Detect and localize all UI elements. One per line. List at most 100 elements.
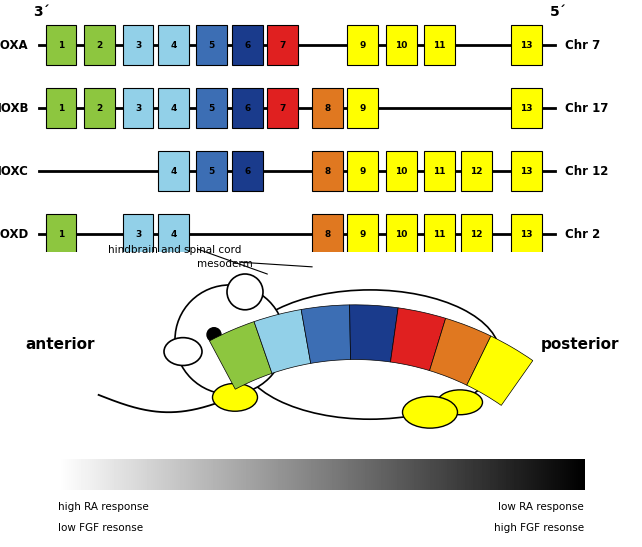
FancyBboxPatch shape xyxy=(158,25,189,66)
Text: 4: 4 xyxy=(170,167,177,176)
Wedge shape xyxy=(350,305,398,362)
FancyBboxPatch shape xyxy=(196,25,227,66)
FancyBboxPatch shape xyxy=(232,25,263,66)
Text: 9: 9 xyxy=(360,104,366,113)
Text: 4: 4 xyxy=(170,230,177,238)
FancyBboxPatch shape xyxy=(123,214,153,254)
Ellipse shape xyxy=(437,390,483,415)
Text: mesoderm: mesoderm xyxy=(197,259,253,269)
FancyBboxPatch shape xyxy=(267,88,298,129)
FancyBboxPatch shape xyxy=(424,151,455,191)
Text: 11: 11 xyxy=(433,230,446,238)
Text: 9: 9 xyxy=(360,41,366,50)
FancyBboxPatch shape xyxy=(347,88,378,129)
FancyBboxPatch shape xyxy=(158,88,189,129)
Text: high FGF resonse: high FGF resonse xyxy=(494,523,584,533)
Text: 12: 12 xyxy=(470,230,483,238)
Text: Chr 17: Chr 17 xyxy=(565,102,609,115)
FancyBboxPatch shape xyxy=(232,151,263,191)
Text: Chr 12: Chr 12 xyxy=(565,165,609,178)
FancyBboxPatch shape xyxy=(312,88,343,129)
Text: HOXA: HOXA xyxy=(0,39,29,52)
FancyBboxPatch shape xyxy=(46,25,76,66)
Ellipse shape xyxy=(164,337,202,365)
Text: Chr 2: Chr 2 xyxy=(565,228,600,241)
Text: 3: 3 xyxy=(135,41,141,50)
FancyBboxPatch shape xyxy=(347,25,378,66)
FancyBboxPatch shape xyxy=(196,88,227,129)
Text: 13: 13 xyxy=(520,41,533,50)
FancyBboxPatch shape xyxy=(158,214,189,254)
FancyBboxPatch shape xyxy=(267,25,298,66)
Text: HOXB: HOXB xyxy=(0,102,29,115)
Text: 9: 9 xyxy=(360,230,366,238)
Wedge shape xyxy=(390,308,446,371)
Text: 1: 1 xyxy=(58,41,64,50)
Text: 2: 2 xyxy=(96,104,103,113)
FancyBboxPatch shape xyxy=(312,214,343,254)
FancyBboxPatch shape xyxy=(424,25,455,66)
Text: 3: 3 xyxy=(135,230,141,238)
FancyBboxPatch shape xyxy=(84,88,115,129)
Text: low RA response: low RA response xyxy=(498,502,584,511)
Text: Chr 7: Chr 7 xyxy=(565,39,600,52)
Wedge shape xyxy=(254,310,311,374)
Text: 13: 13 xyxy=(520,230,533,238)
FancyBboxPatch shape xyxy=(347,214,378,254)
FancyBboxPatch shape xyxy=(84,25,115,66)
Text: 10: 10 xyxy=(395,41,408,50)
Text: 10: 10 xyxy=(395,167,408,176)
Text: HOXD: HOXD xyxy=(0,228,29,241)
Text: 5: 5 xyxy=(209,41,215,50)
FancyBboxPatch shape xyxy=(232,88,263,129)
Text: 5: 5 xyxy=(209,167,215,176)
FancyBboxPatch shape xyxy=(386,151,417,191)
Text: 8: 8 xyxy=(324,104,331,113)
Text: 3: 3 xyxy=(135,104,141,113)
Text: 8: 8 xyxy=(324,167,331,176)
FancyBboxPatch shape xyxy=(347,151,378,191)
Ellipse shape xyxy=(240,290,500,419)
Circle shape xyxy=(227,274,263,310)
Text: 4: 4 xyxy=(170,41,177,50)
Text: 5´: 5´ xyxy=(550,5,567,19)
Ellipse shape xyxy=(213,383,257,411)
Text: HOXC: HOXC xyxy=(0,165,29,178)
FancyBboxPatch shape xyxy=(312,151,343,191)
FancyBboxPatch shape xyxy=(46,214,76,254)
Text: high RA response: high RA response xyxy=(58,502,148,511)
Text: posterior: posterior xyxy=(541,337,620,352)
Wedge shape xyxy=(301,305,351,363)
FancyBboxPatch shape xyxy=(123,25,153,66)
Text: 11: 11 xyxy=(433,167,446,176)
FancyBboxPatch shape xyxy=(511,88,542,129)
Text: low FGF resonse: low FGF resonse xyxy=(58,523,143,533)
Ellipse shape xyxy=(403,397,458,428)
Text: 2: 2 xyxy=(96,41,103,50)
FancyBboxPatch shape xyxy=(158,151,189,191)
FancyBboxPatch shape xyxy=(196,151,227,191)
FancyBboxPatch shape xyxy=(511,214,542,254)
Text: 3´: 3´ xyxy=(33,5,50,19)
FancyBboxPatch shape xyxy=(386,25,417,66)
Text: hindbrain and spinal cord: hindbrain and spinal cord xyxy=(108,245,241,255)
Wedge shape xyxy=(467,336,533,405)
FancyBboxPatch shape xyxy=(123,88,153,129)
Text: 8: 8 xyxy=(324,230,331,238)
FancyBboxPatch shape xyxy=(46,88,76,129)
Text: 4: 4 xyxy=(170,104,177,113)
Text: 5: 5 xyxy=(209,104,215,113)
Text: 9: 9 xyxy=(360,167,366,176)
FancyBboxPatch shape xyxy=(511,25,542,66)
Text: 10: 10 xyxy=(395,230,408,238)
Wedge shape xyxy=(429,318,491,385)
Text: 13: 13 xyxy=(520,167,533,176)
Text: anterior: anterior xyxy=(25,337,95,352)
Text: 6: 6 xyxy=(244,41,250,50)
Wedge shape xyxy=(209,322,272,389)
Text: 6: 6 xyxy=(244,104,250,113)
Text: 11: 11 xyxy=(433,41,446,50)
Text: 7: 7 xyxy=(279,104,286,113)
FancyBboxPatch shape xyxy=(386,214,417,254)
Circle shape xyxy=(175,285,285,394)
